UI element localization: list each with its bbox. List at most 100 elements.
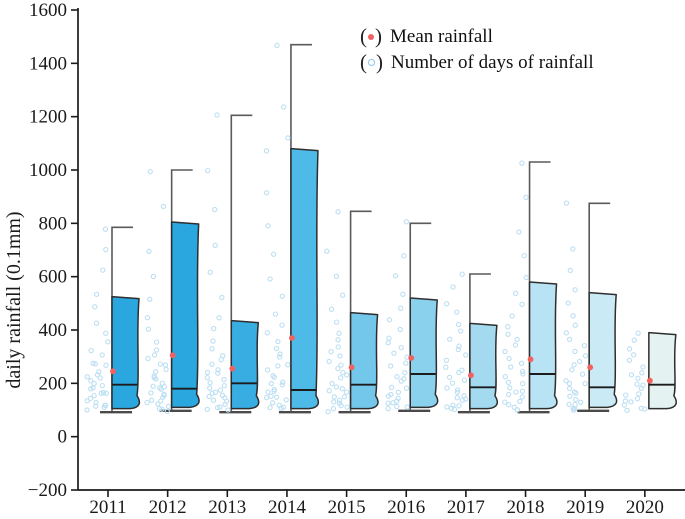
rainfall-day-dot [333,319,340,325]
rainfall-day-dot [100,267,106,273]
whisker [230,114,253,412]
rainfall-box [648,331,677,410]
rainfall-day-dot [443,364,449,370]
rainfall-day-dot [265,223,271,229]
rainfall-day-dot [444,404,450,410]
rainfall-day-dot [150,383,156,389]
rainfall-day-dot [338,362,344,368]
rainfall-day-dot [162,362,169,368]
rainfall-day-dot [267,404,273,411]
rainfall-day-dot [450,284,456,290]
rainfall-day-dot [103,246,109,253]
rainfall-day-dot [324,248,330,254]
rainfall-day-dot [401,376,407,382]
rainfall-day-dot [99,382,105,389]
y-tick-label: 1600 [29,0,67,21]
rainfall-day-dot [157,385,163,391]
rainfall-day-dot [337,353,343,359]
rainfall-day-dot [279,293,285,299]
rainfall-day-dot [391,350,397,356]
mean-dot [229,365,236,372]
rainfall-day-dot [217,404,223,410]
mean-dot-icon: () [360,24,382,48]
rainfall-day-dot [394,374,400,380]
rainfall-day-dot [565,300,571,306]
rainfall-day-dot [145,355,151,362]
rainfall-day-dot [214,404,221,411]
rainfall-day-dot [144,314,151,321]
mean-dot [468,372,474,379]
rainfall-day-dot [454,387,461,393]
rainfall-day-dot [582,380,588,387]
rainfall-day-dot [404,404,410,410]
rainfall-day-dot [285,135,291,141]
rainfall-day-dot [280,404,287,410]
rainfall-day-dot [401,253,407,259]
rainfall-day-dot [573,396,579,403]
rainfall-day-dot [567,393,573,399]
x-tick-label: 2013 [208,497,246,518]
rainfall-day-dot [634,381,640,387]
rainfall-day-dot [443,357,450,363]
rainfall-day-dot [395,395,401,401]
rainfall-day-dot [209,390,215,396]
rainfall-day-dot [506,402,512,408]
rainfall-day-dot [579,371,586,377]
rainfall-day-dot [280,379,286,385]
rainfall-day-dot [102,402,108,408]
rainfall-day-dot [275,338,281,345]
rainfall-day-dot [268,380,274,387]
rainfall-day-dot [443,301,450,307]
rainfall-day-dot [207,269,213,275]
rainfall-day-dot [336,330,342,336]
rainfall-day-dot [502,399,508,405]
rainfall-day-dot [392,273,399,279]
rainfall-day-dot [569,367,575,373]
rainfall-day-dot [263,190,270,196]
rainfall-box [230,319,260,410]
rainfall-day-dot [403,385,410,391]
legend-label-mean: Mean rainfall [390,26,493,47]
mean-dot [110,368,116,375]
rainfall-day-dot [265,389,271,395]
rainfall-day-dot [272,311,279,317]
rainfall-day-dot [635,375,641,381]
rainfall-day-dot [505,379,512,386]
legend-item-days: () Number of days of rainfall [360,50,594,75]
rainfall-day-dot [512,290,519,297]
rainfall-day-dot [212,242,218,249]
rainfall-day-dot [212,206,218,213]
rainfall-day-dot [92,304,98,310]
rainfall-day-dot [159,380,165,386]
x-tick-label: 2014 [268,497,307,518]
rainfall-day-dot [576,358,583,365]
rainfall-day-dot [394,403,400,410]
mean-dot [408,355,415,361]
y-tick-label: 600 [39,267,68,288]
rainfall-day-dot [96,369,102,375]
rainfall-day-dot [459,271,465,277]
rainfall-day-dot [394,398,400,404]
rainfall-day-dot [623,392,629,398]
rainfall-day-dot [145,326,152,332]
rainfall-day-dot [507,385,513,391]
rainfall-day-dot [277,351,283,357]
rainfall-day-dot [328,306,335,312]
rainfall-day-dot [99,352,105,358]
rainfall-day-dot [84,374,90,380]
rainfall-day-dot [519,368,526,375]
rainfall-day-dot [221,376,227,383]
rainfall-box [349,311,379,410]
rainfall-day-dot [630,352,637,358]
rainfall-day-dot [279,382,285,388]
rainfall-day-dot [398,344,404,351]
rainfall-day-dot [622,398,629,404]
rainfall-day-dot [571,389,578,395]
rainfall-day-dot [398,305,404,311]
rainfall-day-dot [506,355,512,362]
rainfall-day-dot [210,397,217,403]
rainfall-day-dot [270,373,276,379]
rainfall-day-dot [153,347,160,353]
rainfall-day-dot [635,330,641,336]
rainfall-day-dot [146,248,152,254]
